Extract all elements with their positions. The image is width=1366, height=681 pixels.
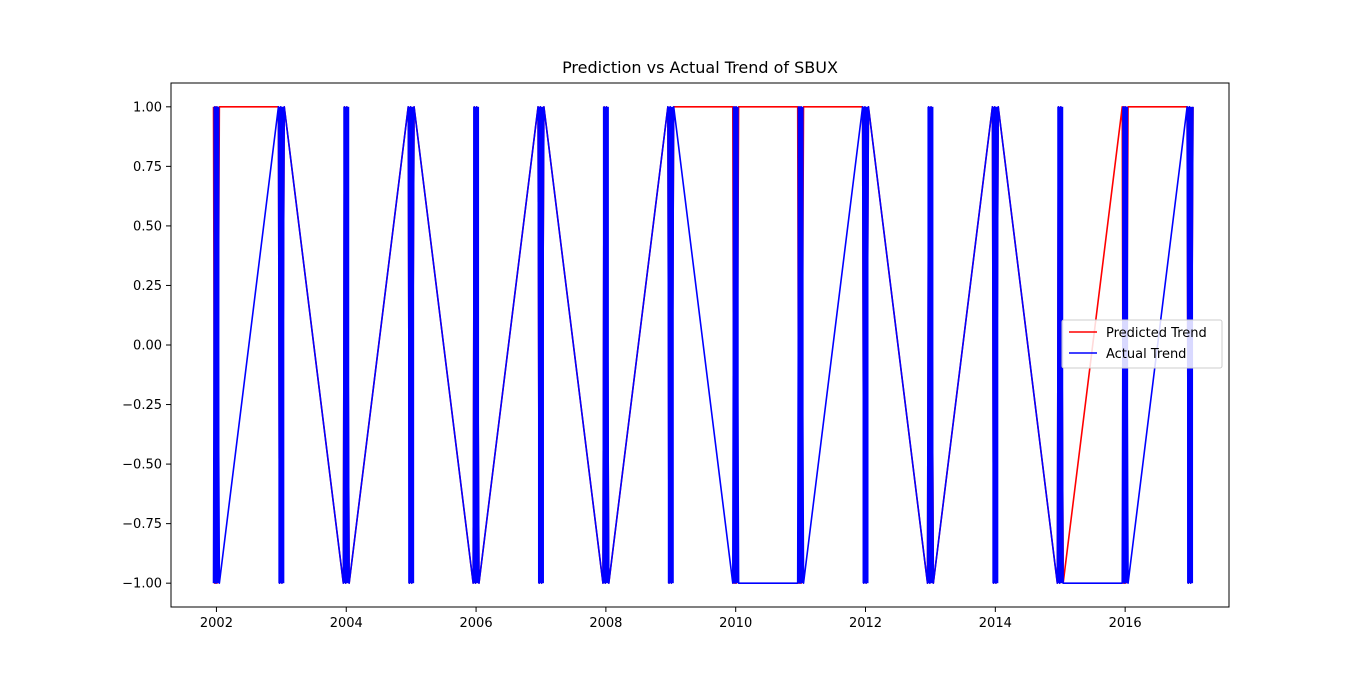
x-tick-label: 2006	[460, 616, 493, 631]
actual-trend-cluster	[537, 106, 544, 584]
actual-trend-cluster	[862, 106, 869, 584]
y-tick-label: 0.50	[133, 219, 162, 234]
legend: Predicted Trend Actual Trend	[1061, 319, 1223, 369]
x-tick-label: 2002	[200, 616, 233, 631]
x-tick-label: 2014	[979, 616, 1012, 631]
x-tick-label: 2016	[1109, 616, 1142, 631]
y-tick-label: −0.75	[122, 517, 162, 532]
actual-trend-cluster	[343, 106, 350, 584]
x-axis: 2002 2004 2006 2008 2010 2012 2014 2016	[200, 607, 1142, 631]
legend-label-actual: Actual Trend	[1106, 347, 1186, 362]
actual-trend-cluster	[278, 106, 285, 584]
actual-trend-cluster	[408, 106, 415, 584]
actual-trend-cluster	[602, 106, 609, 584]
actual-trend-cluster	[667, 106, 674, 584]
x-tick-label: 2010	[719, 616, 752, 631]
x-tick-label: 2012	[849, 616, 882, 631]
actual-trend-cluster	[1057, 106, 1064, 584]
y-tick-label: −0.25	[122, 398, 162, 413]
x-tick-label: 2008	[589, 616, 622, 631]
y-tick-label: 0.00	[133, 339, 162, 354]
y-tick-label: 0.25	[133, 279, 162, 294]
y-tick-label: 1.00	[133, 100, 162, 115]
y-tick-label: 0.75	[133, 160, 162, 175]
x-tick-label: 2004	[330, 616, 363, 631]
chart-title: Prediction vs Actual Trend of SBUX	[562, 58, 838, 77]
actual-trend-cluster	[213, 106, 220, 584]
actual-trend-cluster	[992, 106, 999, 584]
y-axis: 1.00 0.75 0.50 0.25 0.00 −0.25 −0.50 −0.75 −1.00	[122, 100, 171, 592]
actual-trend-cluster	[927, 106, 934, 584]
actual-trend-cluster	[732, 106, 739, 584]
y-tick-label: −0.50	[122, 458, 162, 473]
actual-trend-cluster	[473, 106, 480, 584]
legend-box	[1061, 319, 1223, 369]
y-tick-label: −1.00	[122, 577, 162, 592]
actual-trend-cluster	[797, 106, 804, 584]
legend-label-predicted: Predicted Trend	[1106, 326, 1207, 341]
